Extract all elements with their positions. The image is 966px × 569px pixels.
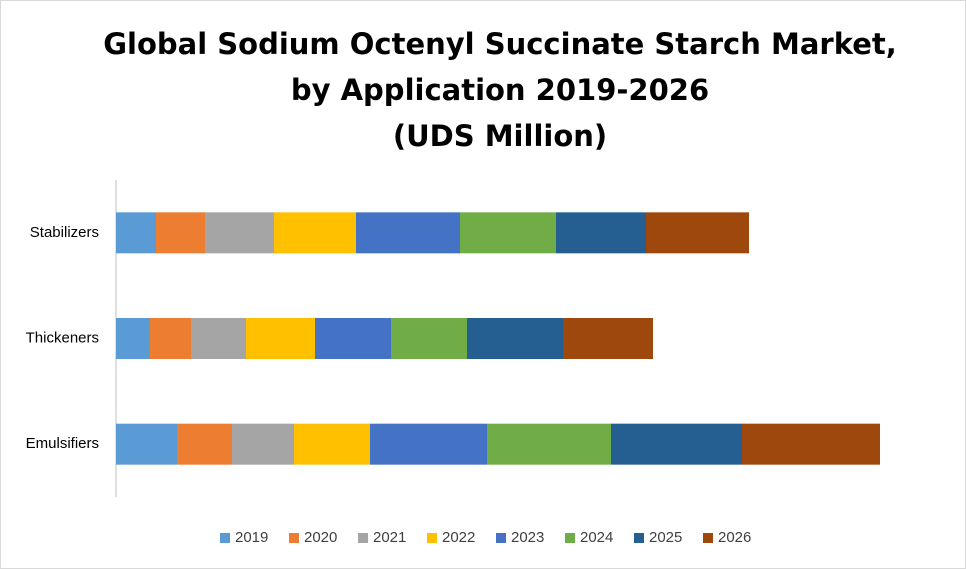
legend-swatch <box>565 533 575 543</box>
bar-segment <box>742 423 880 465</box>
bar-segment <box>232 423 294 465</box>
bar-segment <box>460 212 556 254</box>
chart-title: Global Sodium Octenyl Succinate Starch M… <box>103 27 897 61</box>
y-tick-label: Emulsifiers <box>26 435 99 452</box>
bar-segment <box>487 423 611 465</box>
legend-label: 2022 <box>442 529 475 546</box>
bar-segment <box>611 423 742 465</box>
legend-swatch <box>703 533 713 543</box>
bar-segment <box>116 212 156 254</box>
bar-segment <box>116 318 150 359</box>
bar-segment <box>274 212 356 254</box>
legend-swatch <box>220 533 230 543</box>
chart-title: by Application 2019-2026 <box>291 73 709 107</box>
legend-swatch <box>358 533 368 543</box>
legend-swatch <box>427 533 437 543</box>
legend-swatch <box>496 533 506 543</box>
bar-segment <box>646 212 749 254</box>
legend-swatch <box>634 533 644 543</box>
bar-segment <box>150 318 191 359</box>
legend-label: 2020 <box>304 529 337 546</box>
bar-segment <box>294 423 370 465</box>
bar-segment <box>370 423 487 465</box>
bar-segment <box>156 212 205 254</box>
bar-segment <box>563 318 653 359</box>
legend-label: 2025 <box>649 529 682 546</box>
legend-label: 2026 <box>718 529 751 546</box>
chart-title: (UDS Million) <box>393 119 607 153</box>
bar-segment <box>356 212 460 254</box>
bar-segment <box>191 318 246 359</box>
bar-segment <box>116 423 177 465</box>
bar-segment <box>205 212 274 254</box>
legend-label: 2024 <box>580 529 613 546</box>
legend-swatch <box>289 533 299 543</box>
bar-segment <box>556 212 646 254</box>
bar-segment <box>246 318 315 359</box>
legend-label: 2023 <box>511 529 544 546</box>
bar-segment <box>391 318 467 359</box>
bar-segment <box>467 318 563 359</box>
y-tick-label: Thickeners <box>26 329 99 346</box>
bar-segment <box>315 318 391 359</box>
y-tick-label: Stabilizers <box>30 224 99 241</box>
bar-segment <box>177 423 232 465</box>
legend-label: 2019 <box>235 529 268 546</box>
legend-label: 2021 <box>373 529 406 546</box>
